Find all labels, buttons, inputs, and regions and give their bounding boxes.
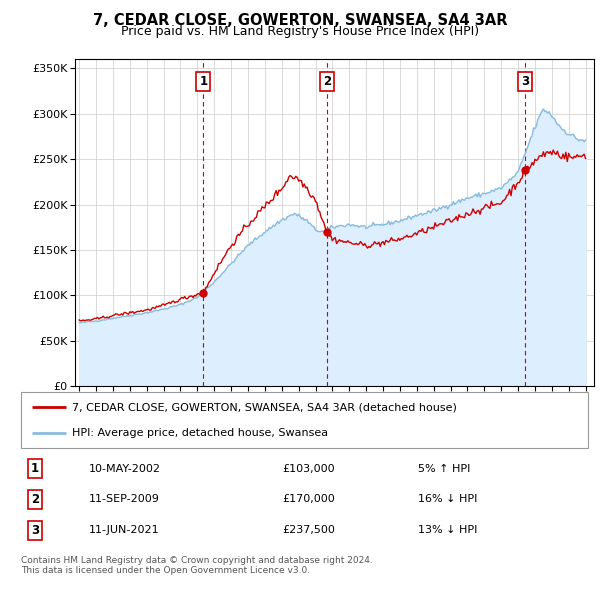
Text: 16% ↓ HPI: 16% ↓ HPI bbox=[418, 494, 477, 504]
Text: 11-SEP-2009: 11-SEP-2009 bbox=[89, 494, 160, 504]
Text: 1: 1 bbox=[31, 462, 39, 475]
Text: This data is licensed under the Open Government Licence v3.0.: This data is licensed under the Open Gov… bbox=[21, 566, 310, 575]
Text: 7, CEDAR CLOSE, GOWERTON, SWANSEA, SA4 3AR (detached house): 7, CEDAR CLOSE, GOWERTON, SWANSEA, SA4 3… bbox=[72, 402, 457, 412]
Text: £103,000: £103,000 bbox=[282, 464, 334, 474]
Text: Price paid vs. HM Land Registry's House Price Index (HPI): Price paid vs. HM Land Registry's House … bbox=[121, 25, 479, 38]
Text: 7, CEDAR CLOSE, GOWERTON, SWANSEA, SA4 3AR: 7, CEDAR CLOSE, GOWERTON, SWANSEA, SA4 3… bbox=[93, 13, 507, 28]
Text: 13% ↓ HPI: 13% ↓ HPI bbox=[418, 525, 477, 535]
Text: 1: 1 bbox=[199, 76, 208, 88]
Text: 11-JUN-2021: 11-JUN-2021 bbox=[89, 525, 160, 535]
Text: 10-MAY-2002: 10-MAY-2002 bbox=[89, 464, 161, 474]
Text: 2: 2 bbox=[31, 493, 39, 506]
Text: 2: 2 bbox=[323, 76, 331, 88]
Text: Contains HM Land Registry data © Crown copyright and database right 2024.: Contains HM Land Registry data © Crown c… bbox=[21, 556, 373, 565]
Text: 5% ↑ HPI: 5% ↑ HPI bbox=[418, 464, 470, 474]
Text: 3: 3 bbox=[31, 524, 39, 537]
Text: HPI: Average price, detached house, Swansea: HPI: Average price, detached house, Swan… bbox=[72, 428, 328, 438]
Text: £170,000: £170,000 bbox=[282, 494, 335, 504]
Text: £237,500: £237,500 bbox=[282, 525, 335, 535]
Text: 3: 3 bbox=[521, 76, 530, 88]
FancyBboxPatch shape bbox=[21, 392, 588, 448]
